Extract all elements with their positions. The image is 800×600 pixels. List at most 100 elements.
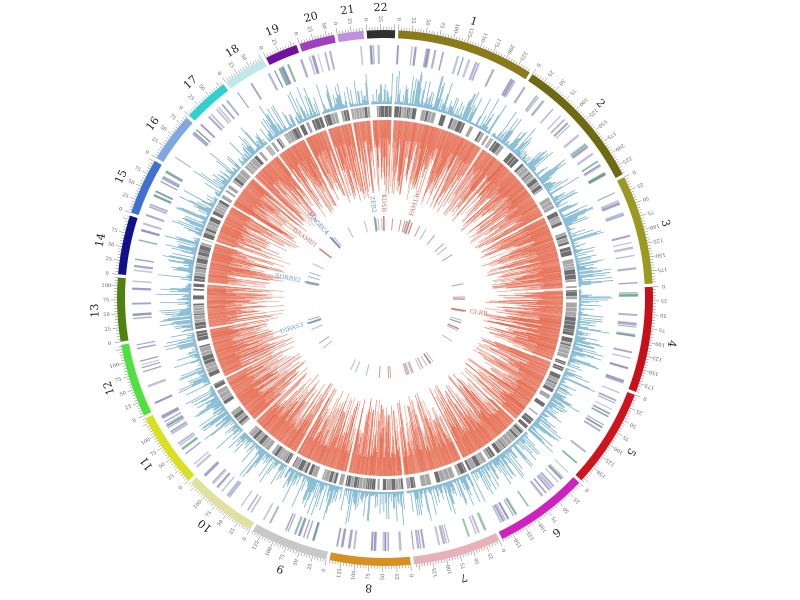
red-histogram xyxy=(464,337,552,420)
histogram-bar xyxy=(212,251,283,272)
histogram-bar xyxy=(210,328,234,335)
histogram-bar xyxy=(460,117,462,120)
histogram-bar xyxy=(207,301,266,305)
histogram-bar xyxy=(301,436,313,456)
tick-mark xyxy=(211,503,214,507)
histogram-bar xyxy=(452,149,484,195)
histogram-bar xyxy=(309,411,333,460)
histogram-bar xyxy=(303,110,309,121)
gray-block xyxy=(565,296,577,300)
histogram-bar xyxy=(440,139,468,191)
gray-block xyxy=(446,466,455,479)
tick-mark xyxy=(125,210,132,213)
tick-mark xyxy=(639,380,643,382)
histogram-bar xyxy=(463,158,497,201)
histogram-bar xyxy=(255,443,258,446)
histogram-bar xyxy=(513,282,563,288)
histogram-bar xyxy=(419,104,421,108)
histogram-bar xyxy=(216,238,275,260)
histogram-bar xyxy=(256,372,308,422)
histogram-bar xyxy=(191,335,195,337)
histogram-bar xyxy=(262,413,276,428)
histogram-bar xyxy=(357,91,360,106)
tick-mark xyxy=(314,36,316,40)
tick-mark xyxy=(640,377,644,380)
histogram-bar xyxy=(387,120,389,167)
band xyxy=(555,124,571,139)
red-histogram xyxy=(226,346,309,420)
histogram-bar xyxy=(484,202,536,236)
histogram-bar xyxy=(260,405,281,426)
gray-block xyxy=(318,116,326,129)
histogram-bar xyxy=(376,120,379,149)
tick-mark xyxy=(605,144,609,147)
gray-block xyxy=(193,314,206,320)
histogram-bar xyxy=(544,181,555,189)
gray-block xyxy=(559,344,571,351)
histogram-bar xyxy=(279,154,301,183)
histogram-bar xyxy=(221,181,228,186)
gene-marker xyxy=(423,353,432,364)
histogram-bar xyxy=(409,428,419,474)
histogram-bar xyxy=(255,175,293,211)
histogram-bar xyxy=(222,362,242,372)
tick-mark xyxy=(639,212,643,214)
gray-block xyxy=(419,474,427,487)
histogram-bar xyxy=(284,420,302,446)
histogram-bar xyxy=(486,160,500,176)
histogram-bar xyxy=(541,307,563,310)
gray-block xyxy=(388,106,392,118)
tick-mark xyxy=(505,537,507,541)
histogram-bar xyxy=(449,480,455,495)
gray-block xyxy=(195,325,207,330)
histogram-bar xyxy=(470,390,506,430)
histogram-bar xyxy=(573,344,576,346)
tick-label: 0 xyxy=(292,31,299,36)
histogram-bar xyxy=(203,372,207,374)
histogram-bar xyxy=(499,204,537,229)
tick-mark xyxy=(246,529,251,535)
histogram-bar xyxy=(509,313,562,322)
histogram-bar xyxy=(565,217,589,228)
histogram-bar xyxy=(399,121,409,186)
histogram-bar xyxy=(207,280,228,284)
histogram-bar xyxy=(435,431,448,465)
histogram-bar xyxy=(571,245,576,247)
histogram-bar xyxy=(426,445,434,470)
histogram-bar xyxy=(575,258,591,263)
histogram-bar xyxy=(498,364,539,388)
histogram-bar xyxy=(435,129,443,150)
histogram-bar xyxy=(497,409,512,424)
histogram-bar xyxy=(209,326,233,331)
histogram-bar xyxy=(261,401,287,428)
band xyxy=(544,467,559,483)
histogram-bar xyxy=(457,144,476,176)
histogram-bar xyxy=(255,175,304,222)
histogram-bar xyxy=(246,186,261,198)
tick-mark xyxy=(579,482,584,488)
histogram-bar xyxy=(419,124,426,149)
histogram-bar xyxy=(248,182,307,232)
histogram-bar xyxy=(532,237,553,246)
histogram-bar xyxy=(286,127,289,131)
histogram-bar xyxy=(216,240,234,248)
histogram-bar xyxy=(484,327,556,349)
gray-block xyxy=(323,115,329,127)
histogram-bar xyxy=(574,339,603,348)
histogram-bar xyxy=(448,376,498,437)
tick-mark xyxy=(297,38,300,45)
histogram-bar xyxy=(439,416,461,460)
tick-mark xyxy=(599,135,603,138)
histogram-bar xyxy=(213,329,270,346)
histogram-bar xyxy=(368,455,371,476)
histogram-bar xyxy=(189,222,204,229)
histogram-bar xyxy=(433,130,446,163)
histogram-bar xyxy=(484,179,519,211)
histogram-bar xyxy=(385,407,388,476)
tick-mark xyxy=(640,213,646,217)
histogram-bar xyxy=(207,287,247,291)
histogram-bar xyxy=(207,286,226,289)
histogram-bar xyxy=(463,411,487,445)
histogram-bar xyxy=(577,320,597,324)
histogram-bar xyxy=(498,362,540,387)
